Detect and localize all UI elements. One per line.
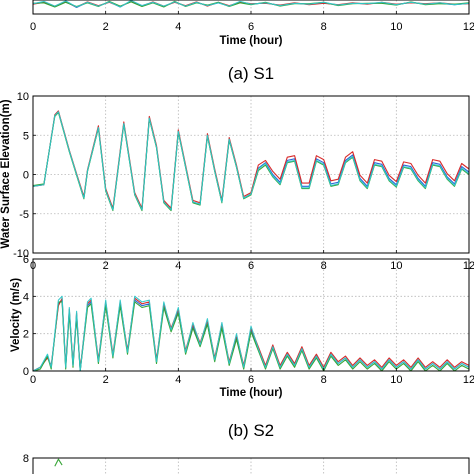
panel-wse-ylabel: Water Surface Elevation(m): [0, 99, 12, 248]
x-tick-label: 8: [321, 374, 327, 386]
series-line-3: [33, 111, 469, 211]
y-tick-label: 5: [23, 130, 29, 142]
x-tick-label: 8: [321, 21, 327, 33]
y-tick-label: -5: [19, 209, 29, 221]
x-tick-label: 6: [248, 374, 254, 386]
panel-velocity-lines: [33, 295, 469, 371]
x-tick-label: 4: [175, 374, 181, 386]
x-tick-label: 2: [103, 21, 109, 33]
y-tick-label: -10: [13, 248, 29, 260]
series-line-0: [54, 458, 63, 467]
panel-s1-top: 0 2 4 6 8 10 12 Time (hour): [30, 0, 474, 47]
panel-wse-yticks: -10 -5 0 5 10: [13, 91, 36, 260]
panel-s1-top-lines: [33, 0, 469, 9]
panel-s1-top-xlabel: Time (hour): [219, 35, 282, 47]
x-tick-label: 10: [390, 374, 402, 386]
panel-velocity-xlabel: Time (hour): [219, 387, 282, 399]
x-tick-label: 12: [463, 260, 474, 272]
series-line-3: [33, 295, 469, 371]
panel-velocity-ylabel: Velocity (m/s): [10, 278, 22, 352]
panel-s2-bottom: 8: [23, 453, 470, 474]
panel-velocity-xticks: 0 2 4 6 8 10 12: [30, 368, 474, 386]
y-tick-label: 8: [23, 453, 29, 465]
y-tick-label: 0: [23, 170, 29, 182]
y-tick-label: 4: [23, 291, 29, 303]
x-tick-label: 2: [103, 374, 109, 386]
caption-b-s2: (b) S2: [228, 421, 274, 440]
x-tick-label: 12: [463, 21, 474, 33]
panel-velocity: 0 2 4 6 8 10 12 0 2 4 6 Velocity (m/s) Time (hour…: [10, 254, 474, 399]
y-tick-label: 6: [23, 254, 29, 266]
x-tick-label: 6: [248, 21, 254, 33]
x-tick-label: 4: [175, 21, 181, 33]
panel-s1-top-xticks: 0 2 4 6 8 10 12: [30, 11, 474, 33]
panel-s2-bottom-grid: [105, 458, 397, 474]
y-tick-label: 0: [23, 366, 29, 378]
series-line-3: [33, 0, 469, 8]
panel-wse-grid: [33, 96, 469, 253]
y-tick-label: 2: [23, 329, 29, 341]
panel-velocity-grid: [33, 259, 469, 371]
x-tick-label: 12: [463, 374, 474, 386]
x-tick-label: 10: [390, 21, 402, 33]
panel-velocity-yticks: 0 2 4 6: [23, 254, 36, 378]
x-tick-label: 0: [30, 21, 36, 33]
panel-s2-bottom-frame: [32, 457, 470, 474]
panel-wse-lines: [33, 110, 469, 212]
caption-a-s1: (a) S1: [228, 64, 274, 83]
panel-s2-bottom-yticks: 8: [23, 453, 36, 465]
panel-s2-bottom-lines: [54, 458, 63, 467]
x-tick-label: 0: [30, 374, 36, 386]
y-tick-label: 10: [17, 91, 29, 103]
